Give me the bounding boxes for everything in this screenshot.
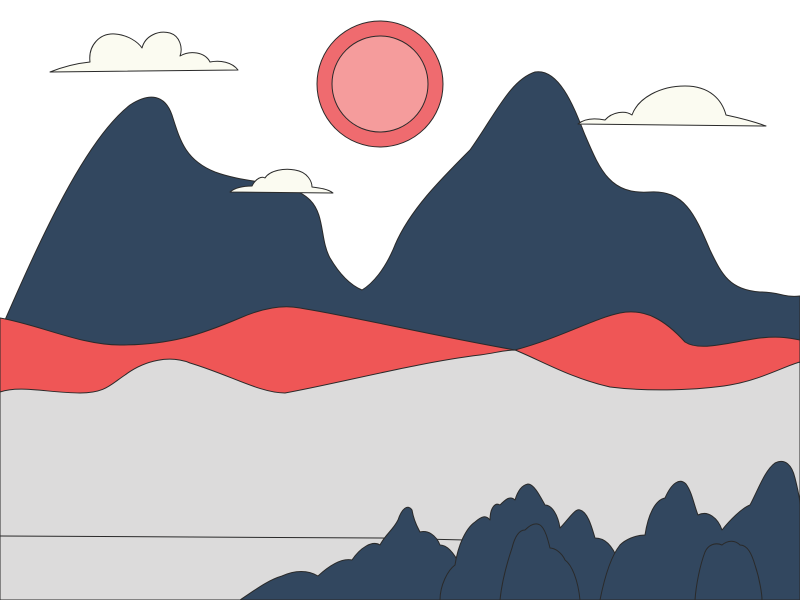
sun-inner-disc — [331, 35, 429, 133]
cloud-middle — [229, 168, 334, 194]
cloud-left — [49, 31, 239, 73]
tree-cluster — [239, 460, 800, 600]
tree-bush — [694, 540, 763, 600]
tree-bush — [499, 523, 581, 600]
dark-mountains — [4, 71, 800, 361]
sun — [316, 20, 444, 148]
cloud-right — [577, 85, 767, 127]
tree-bush — [239, 506, 461, 600]
